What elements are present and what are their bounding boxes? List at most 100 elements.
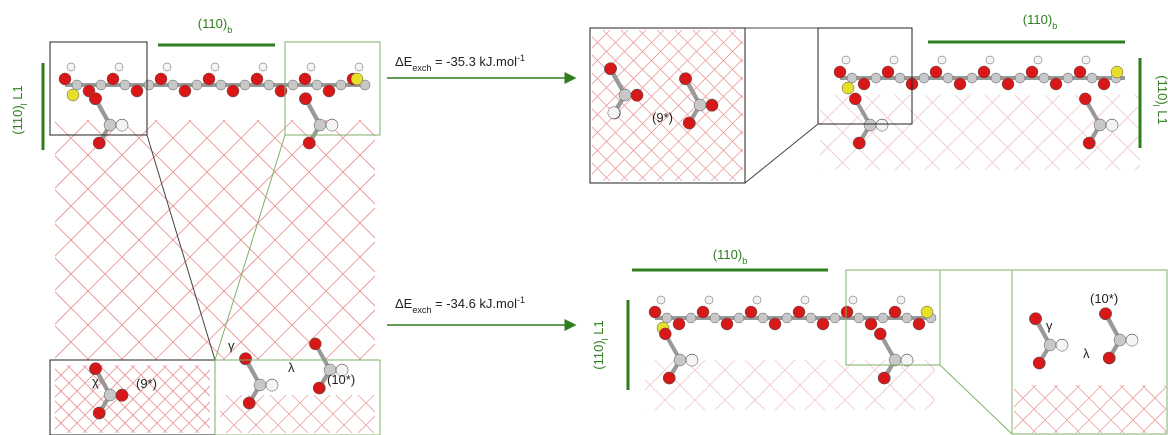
lattice-line: [873, 30, 1024, 181]
molecule: [1079, 93, 1118, 149]
atom: [967, 73, 977, 83]
atom: [1106, 119, 1118, 131]
structure-label: (110)b: [713, 247, 747, 266]
zoom-line: [215, 135, 285, 360]
atom: [631, 89, 643, 101]
atom: [266, 379, 278, 391]
energy-symbol: ΔE: [395, 54, 413, 69]
atom: [1039, 73, 1049, 83]
atom: [116, 389, 128, 401]
atom: [854, 313, 864, 323]
atom: [104, 389, 116, 401]
molecule: [659, 328, 698, 384]
atom: [619, 89, 631, 101]
site-label: γ: [1046, 318, 1053, 333]
lattice-line: [0, 120, 157, 360]
atom: [817, 318, 829, 330]
atom: [991, 73, 1001, 83]
atom: [680, 73, 692, 85]
site-label: (10*): [1090, 291, 1118, 306]
structure-label: (110)b: [198, 16, 232, 35]
label-tail: L1: [591, 320, 606, 338]
molecule: [1099, 308, 1138, 365]
atom: [90, 363, 102, 375]
atom: [144, 80, 154, 90]
atom: [67, 89, 79, 101]
lattice-line: [966, 385, 1014, 433]
atom: [683, 117, 695, 129]
atom: [93, 137, 105, 149]
atom: [254, 379, 266, 391]
atom: [876, 119, 888, 131]
energy-sup: -1: [517, 295, 525, 305]
atom: [865, 318, 877, 330]
atom: [662, 313, 672, 323]
atom: [734, 313, 744, 323]
structure-label: (110)l L1: [591, 320, 610, 369]
atom: [1094, 119, 1106, 131]
site-label: γ: [228, 338, 235, 353]
atom: [163, 63, 171, 71]
atom: [115, 63, 123, 71]
label-sub: b: [227, 25, 232, 35]
atom: [895, 73, 905, 83]
atom: [889, 306, 901, 318]
lattice: [441, 30, 1042, 181]
atom: [782, 313, 792, 323]
site-label: (9*): [652, 110, 673, 125]
lattice: [182, 395, 440, 433]
atom: [608, 107, 620, 119]
atom: [686, 313, 696, 323]
site-label: (9*): [136, 376, 157, 391]
atom: [1103, 352, 1115, 364]
atom: [706, 99, 718, 111]
atom: [930, 66, 942, 78]
lattice-line: [0, 120, 55, 360]
atom: [259, 63, 267, 71]
atom: [943, 73, 953, 83]
atom: [858, 78, 870, 90]
atom: [107, 73, 119, 85]
atom: [300, 93, 312, 105]
site-label: (10*): [327, 372, 355, 387]
atom: [721, 318, 733, 330]
lattice-line: [459, 30, 610, 181]
atom: [847, 73, 857, 83]
lattice-line: [1142, 385, 1168, 433]
molecule: [299, 93, 338, 150]
lattice-line: [427, 120, 667, 360]
energy-symbol: ΔE: [395, 296, 413, 311]
atom: [769, 318, 781, 330]
lattice-line: [0, 120, 55, 360]
atom: [299, 73, 311, 85]
atom: [312, 80, 322, 90]
atom: [834, 66, 846, 78]
atom: [1056, 339, 1068, 351]
molecule: [849, 93, 888, 149]
lattice-line: [380, 395, 418, 433]
structure-label: (110)l L1: [10, 85, 29, 134]
site-label: χ: [92, 374, 99, 389]
atom: [72, 80, 82, 90]
lattice-line: [402, 395, 440, 433]
atom: [1015, 73, 1025, 83]
lattice-line: [966, 385, 1014, 433]
atom: [842, 56, 850, 64]
lattice-line: [0, 120, 191, 360]
atom: [1033, 357, 1045, 369]
atom: [842, 82, 854, 94]
energy-text: = -34.6 kJ.mol: [431, 296, 517, 311]
lattice-line: [0, 120, 89, 360]
atom: [878, 313, 888, 323]
atom: [921, 306, 933, 318]
atom: [104, 119, 116, 131]
lattice-line: [0, 120, 157, 360]
lattice-line: [259, 365, 327, 433]
atom: [605, 63, 617, 75]
zoom-line: [940, 365, 1012, 434]
lattice-line: [359, 120, 599, 360]
atom: [314, 119, 326, 131]
structure-label: (110)b: [1023, 12, 1057, 31]
inset-box: [590, 28, 745, 183]
atom: [1050, 78, 1062, 90]
